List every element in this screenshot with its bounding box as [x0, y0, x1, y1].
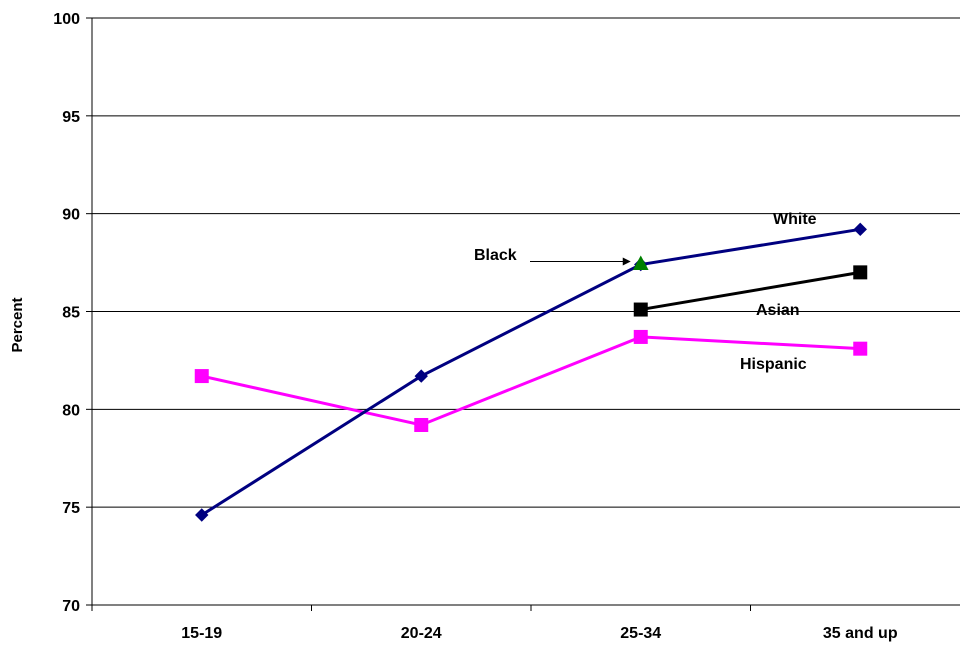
annotation-arrow-head	[622, 257, 631, 266]
series-markers	[194, 222, 868, 522]
data-point-hispanic	[414, 417, 429, 432]
axes	[86, 17, 960, 611]
x-tick-label: 15-19	[181, 625, 222, 642]
y-tick-label: 80	[62, 402, 80, 419]
y-tick-labels: 70 75 80 85 90 95 100	[53, 11, 80, 615]
gridlines	[92, 17, 960, 508]
data-point-white	[414, 369, 428, 383]
series-label-white: White	[773, 211, 817, 228]
x-tick-label: 20-24	[401, 625, 442, 642]
series-label-asian: Asian	[756, 302, 800, 319]
data-point-white	[853, 222, 867, 237]
data-point-asian	[853, 265, 868, 280]
data-point-asian	[633, 302, 648, 317]
series-label-hispanic: Hispanic	[740, 356, 807, 373]
x-tick-label: 35 and up	[823, 625, 898, 642]
series-line-asian	[640, 270, 861, 312]
data-point-black	[632, 255, 649, 271]
data-point-hispanic	[853, 341, 868, 356]
x-tick-labels: 15-19 20-24 25-34 35 and up	[181, 625, 898, 642]
y-tick-label: 70	[62, 598, 80, 615]
data-point-white	[195, 508, 209, 522]
series-line-hispanic	[201, 335, 861, 427]
y-tick-label: 95	[62, 109, 80, 126]
y-axis-title: Percent	[9, 297, 26, 352]
x-tick-label: 25-34	[620, 625, 661, 642]
y-tick-label: 100	[53, 11, 80, 28]
series-labels: White Asian Hispanic Black	[474, 211, 817, 373]
y-tick-label: 85	[62, 305, 80, 322]
data-point-hispanic	[194, 369, 209, 384]
y-tick-label: 90	[62, 207, 80, 224]
y-tick-label: 75	[62, 500, 80, 517]
series-label-black: Black	[474, 247, 517, 264]
series-lines	[200, 227, 861, 517]
series-line-white	[200, 227, 861, 517]
data-point-hispanic	[633, 329, 648, 344]
